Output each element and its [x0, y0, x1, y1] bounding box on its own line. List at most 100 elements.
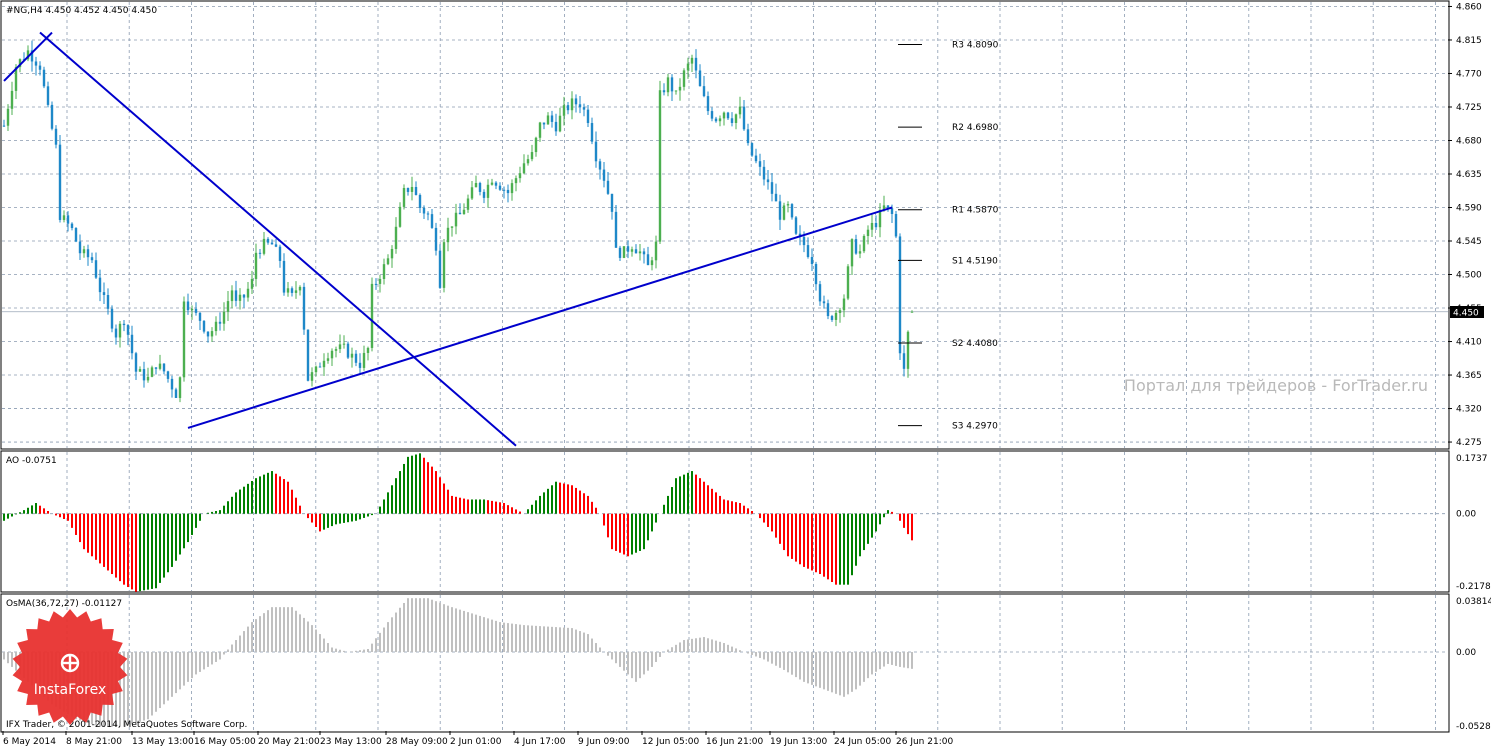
candle-body: [506, 189, 510, 194]
candle-body: [854, 239, 858, 254]
candle-body: [118, 323, 122, 338]
candle-body: [750, 143, 754, 156]
candle-body: [682, 70, 686, 87]
candle-body: [658, 90, 662, 242]
candle-body: [242, 294, 246, 298]
candle-body: [578, 104, 582, 108]
candle-body: [522, 163, 526, 174]
candle-body: [742, 106, 746, 130]
candle-body: [334, 349, 338, 351]
candle-body: [82, 249, 86, 254]
candle-body: [390, 249, 394, 259]
x-tick-label: 24 Jun 05:00: [834, 737, 891, 747]
candle-body: [874, 222, 878, 228]
candle-body: [286, 288, 290, 293]
candle-body: [222, 311, 226, 324]
y-tick-label: 0.1737: [1456, 454, 1488, 464]
candle-body: [526, 159, 530, 164]
pivot-label-r1: R1 4.5870: [952, 206, 999, 216]
candle-body: [898, 236, 902, 354]
x-tick-label: 16 May 05:00: [194, 737, 256, 747]
candle-body: [114, 328, 118, 338]
candle-body: [446, 227, 450, 243]
x-tick-label: 16 Jun 21:00: [706, 737, 763, 747]
candle-body: [606, 180, 610, 194]
candle-body: [418, 194, 422, 208]
candle-body: [738, 106, 742, 115]
y-tick-label: 4.815: [1456, 36, 1482, 46]
candle-body: [30, 50, 34, 62]
candle-body: [166, 371, 170, 379]
candle-body: [350, 353, 354, 358]
candle-body: [546, 115, 550, 125]
candle-body: [886, 205, 890, 209]
candle-body: [518, 173, 522, 179]
osma-histogram: [3, 598, 913, 727]
candle-body: [422, 207, 426, 214]
candle-body: [766, 179, 770, 183]
candle-body: [566, 105, 570, 111]
ao-panel-frame: [0, 450, 1450, 593]
y-tick-label: 0.03814: [1456, 597, 1491, 607]
candle-body: [214, 321, 218, 332]
candle-body: [558, 115, 562, 132]
candle-body: [210, 331, 214, 337]
candle-body: [842, 298, 846, 311]
candle-body: [46, 86, 50, 105]
y-axis-osma: 0.03814 0.00 -0.05287: [1456, 597, 1491, 732]
candle-body: [902, 353, 906, 369]
x-tick-label: 8 May 21:00: [66, 737, 122, 747]
candle-body: [410, 186, 414, 192]
candlestick-series: [2, 40, 914, 403]
current-price-label: 4.450: [1453, 309, 1479, 319]
y-tick-label: 4.725: [1456, 103, 1482, 113]
candle-body: [234, 290, 238, 301]
pivot-label-s2: S2 4.4080: [952, 339, 998, 349]
candle-body: [370, 283, 374, 348]
candle-body: [530, 152, 534, 160]
candle-body: [718, 118, 722, 122]
candle-body: [34, 61, 38, 66]
candle-body: [386, 258, 390, 265]
instaforex-logo: InstaForex: [12, 609, 128, 725]
candle-body: [138, 369, 142, 372]
x-tick-label: 9 Jun 09:00: [578, 737, 630, 747]
candle-body: [230, 290, 234, 302]
candle-body: [642, 251, 646, 255]
y-tick-label: -0.2178: [1456, 582, 1491, 592]
candle-body: [630, 249, 634, 252]
candle-body: [226, 301, 230, 312]
candle-body: [298, 286, 302, 291]
candle-body: [434, 227, 438, 251]
trendline-ascending-early: [3, 31, 53, 82]
candle-body: [602, 169, 606, 181]
candle-body: [430, 214, 434, 228]
candle-body: [498, 185, 502, 190]
candle-body: [238, 294, 242, 301]
candle-body: [122, 323, 126, 326]
candle-body: [294, 290, 298, 293]
candle-body: [50, 104, 54, 129]
candle-body: [110, 308, 114, 329]
candle-body: [850, 239, 854, 267]
watermark: Портал для трейдеров - ForTrader.ru: [1124, 376, 1428, 395]
candle-body: [846, 266, 850, 299]
candle-body: [634, 249, 638, 254]
candle-body: [154, 367, 158, 369]
candle-body: [706, 96, 710, 112]
candle-body: [354, 353, 358, 363]
candle-body: [466, 198, 470, 210]
candle-body: [314, 366, 318, 373]
candle-body: [346, 343, 350, 358]
x-tick-label: 20 May 21:00: [258, 737, 320, 747]
candle-body: [542, 122, 546, 125]
x-tick-label: 23 May 13:00: [320, 737, 382, 747]
main-panel-frame: [0, 0, 1450, 450]
candle-body: [2, 125, 6, 127]
trendline-ascending: [187, 206, 893, 429]
candle-body: [438, 250, 442, 288]
candle-body: [170, 378, 174, 390]
candle-body: [14, 67, 18, 91]
candle-body: [302, 286, 306, 330]
candle-body: [626, 246, 630, 252]
